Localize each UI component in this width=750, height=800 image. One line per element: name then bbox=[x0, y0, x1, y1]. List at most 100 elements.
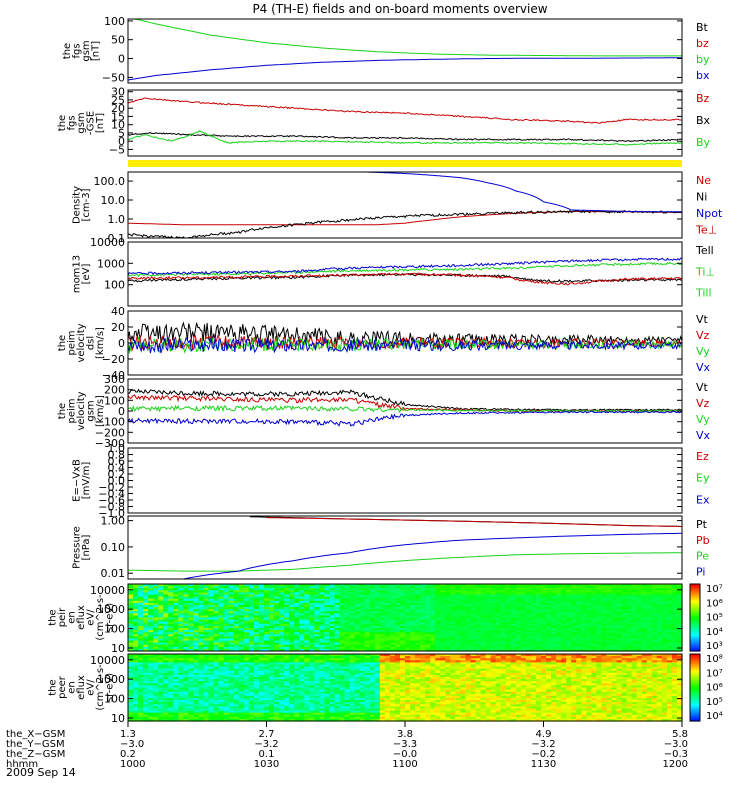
heatmap-cell bbox=[601, 596, 608, 600]
heatmap-cell bbox=[440, 609, 446, 612]
heatmap-cell bbox=[606, 642, 613, 646]
heatmap-cell bbox=[248, 625, 255, 629]
heatmap-cell bbox=[420, 590, 426, 593]
heatmap-cell bbox=[470, 623, 477, 627]
heatmap-cell bbox=[148, 588, 154, 591]
heatmap-cell bbox=[228, 598, 235, 602]
heatmap-cell bbox=[143, 679, 149, 682]
heatmap-cell bbox=[530, 632, 537, 635]
heatmap-cell bbox=[646, 644, 653, 648]
heatmap-cell bbox=[193, 695, 200, 699]
heatmap-cell bbox=[656, 644, 663, 648]
heatmap-cell bbox=[138, 604, 144, 608]
heatmap-cell bbox=[213, 662, 220, 666]
heatmap-cell bbox=[289, 700, 295, 703]
heatmap-cell bbox=[148, 674, 154, 678]
heatmap-cell bbox=[228, 609, 235, 612]
heatmap-cell bbox=[535, 642, 542, 646]
heatmap-cell bbox=[274, 609, 280, 612]
heatmap-cell bbox=[208, 632, 215, 635]
heatmap-cell bbox=[193, 662, 200, 666]
heatmap-cell bbox=[379, 625, 386, 629]
heatmap-cell bbox=[661, 634, 668, 637]
heatmap-cell bbox=[289, 604, 295, 608]
heatmap-cell bbox=[163, 621, 169, 625]
heatmap-cell bbox=[339, 613, 346, 616]
heatmap-cell bbox=[168, 656, 174, 659]
heatmap-cell bbox=[364, 613, 371, 616]
heatmap-cell bbox=[379, 632, 386, 635]
heatmap-cell bbox=[228, 623, 235, 627]
heatmap-cell bbox=[188, 627, 195, 631]
heatmap-cell bbox=[561, 632, 567, 635]
heatmap-cell bbox=[556, 594, 562, 598]
heatmap-cell bbox=[465, 590, 472, 593]
heatmap-cell bbox=[329, 615, 336, 619]
heatmap-cell bbox=[153, 664, 159, 668]
heatmap-cell bbox=[208, 691, 215, 695]
heatmap-cell bbox=[445, 642, 451, 646]
heatmap-cell bbox=[198, 590, 205, 593]
heatmap-cell bbox=[460, 642, 467, 646]
heatmap-cell bbox=[389, 644, 396, 648]
heatmap-cell bbox=[198, 660, 205, 663]
heatmap-cell bbox=[148, 638, 154, 642]
heatmap-cell bbox=[626, 630, 633, 633]
heatmap-cell bbox=[435, 609, 441, 612]
heatmap-cell bbox=[530, 586, 537, 589]
heatmap-cell bbox=[263, 611, 270, 614]
heatmap-cell bbox=[203, 625, 210, 629]
heatmap-cell bbox=[666, 630, 673, 633]
heatmap-cell bbox=[339, 588, 346, 591]
heatmap-cell bbox=[173, 586, 179, 589]
heatmap-cell bbox=[279, 685, 285, 689]
heatmap-cell bbox=[389, 592, 396, 596]
heatmap-cell bbox=[394, 598, 401, 602]
heatmap-cell bbox=[158, 664, 164, 668]
heatmap-cell bbox=[661, 588, 668, 591]
heatmap-cell bbox=[198, 700, 205, 703]
heatmap-cell bbox=[274, 584, 280, 587]
heatmap-cell bbox=[233, 656, 240, 659]
heatmap-cell bbox=[279, 697, 285, 701]
heatmap-cell bbox=[440, 634, 446, 637]
heatmap-cell bbox=[213, 594, 220, 598]
heatmap-cell bbox=[289, 619, 295, 623]
heatmap-cell bbox=[606, 627, 613, 631]
heatmap-cell bbox=[168, 598, 174, 602]
heatmap-cell bbox=[294, 710, 300, 714]
heatmap-cell bbox=[561, 644, 567, 648]
heatmap-cell bbox=[500, 644, 507, 648]
y-tick-label: 1.0 bbox=[108, 442, 126, 455]
heatmap-cell bbox=[193, 588, 200, 591]
heatmap-cell bbox=[475, 636, 482, 640]
heatmap-cell bbox=[354, 623, 361, 627]
heatmap-cell bbox=[349, 632, 356, 635]
heatmap-cell bbox=[455, 592, 461, 596]
heatmap-cell bbox=[248, 609, 255, 612]
heatmap-cell bbox=[173, 611, 179, 614]
heatmap-cell bbox=[420, 604, 426, 608]
heatmap-cell bbox=[616, 611, 623, 614]
heatmap-cell bbox=[158, 615, 164, 619]
heatmap-cell bbox=[515, 613, 522, 616]
heatmap-cell bbox=[470, 604, 477, 608]
heatmap-cell bbox=[505, 611, 512, 614]
heatmap-cell bbox=[500, 602, 507, 606]
heatmap-cell bbox=[153, 586, 159, 589]
heatmap-cell bbox=[520, 604, 527, 608]
heatmap-cell bbox=[158, 714, 164, 718]
heatmap-cell bbox=[253, 600, 260, 604]
heatmap-cell bbox=[138, 712, 144, 716]
heatmap-cell bbox=[274, 588, 280, 591]
heatmap-cell bbox=[178, 617, 184, 621]
heatmap-cell bbox=[248, 662, 255, 666]
heatmap-cell bbox=[505, 602, 512, 606]
heatmap-cell bbox=[193, 640, 200, 644]
heatmap-cell bbox=[535, 619, 542, 623]
heatmap-cell bbox=[591, 584, 597, 587]
heatmap-cell bbox=[284, 674, 290, 678]
heatmap-cell bbox=[495, 634, 502, 637]
heatmap-cell bbox=[394, 592, 401, 596]
heatmap-cell bbox=[676, 584, 683, 587]
